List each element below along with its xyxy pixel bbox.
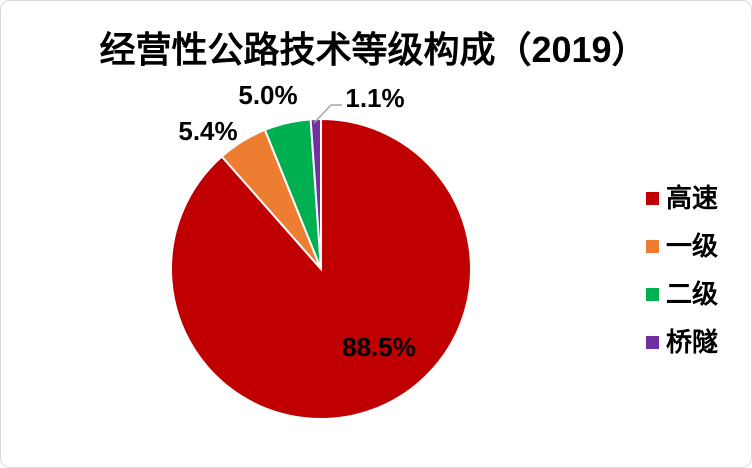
data-label-桥隧: 1.1% xyxy=(345,83,404,113)
legend-label-高速: 高速 xyxy=(666,183,719,213)
leader-line-桥隧 xyxy=(313,104,342,124)
legend-item-二级[interactable]: 二级 xyxy=(646,280,718,309)
legend-item-桥隧[interactable]: 桥隧 xyxy=(646,328,718,357)
legend: 高速 一级 二级 桥隧 xyxy=(646,184,718,357)
legend-swatch-高速 xyxy=(646,192,659,205)
legend-item-一级[interactable]: 一级 xyxy=(646,232,718,261)
data-label-高速: 88.5% xyxy=(342,332,416,362)
data-label-二级: 5.0% xyxy=(238,80,297,110)
chart-title: 经营性公路技术等级构成（2019） xyxy=(99,29,648,70)
legend-swatch-二级 xyxy=(646,288,659,301)
data-label-一级: 5.4% xyxy=(178,116,237,146)
legend-swatch-一级 xyxy=(646,240,659,253)
legend-label-桥隧: 桥隧 xyxy=(666,327,719,357)
legend-label-二级: 二级 xyxy=(666,279,719,309)
legend-label-一级: 一级 xyxy=(666,231,719,261)
pie-slice-桥隧[interactable] xyxy=(309,117,322,270)
legend-item-高速[interactable]: 高速 xyxy=(646,184,718,213)
legend-swatch-桥隧 xyxy=(646,336,659,349)
